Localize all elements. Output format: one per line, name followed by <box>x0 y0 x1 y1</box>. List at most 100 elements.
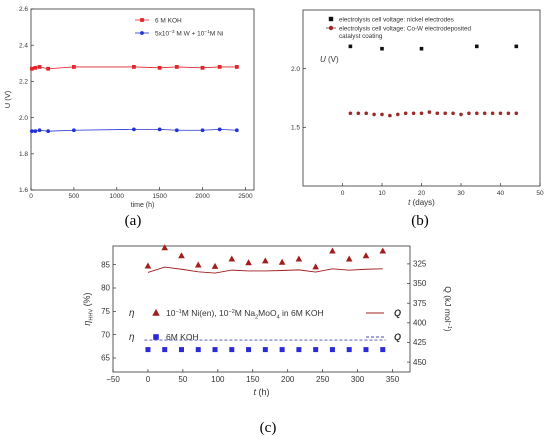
chart-c-legend-0-label: 10−1M Ni(en), 10−2M Na2MoO4 in 6M KOH <box>166 308 324 321</box>
chart-c-ytick-right-label: 425 <box>413 338 427 347</box>
chart-c-series-0-point <box>211 262 219 269</box>
panel-label-a: (a) <box>124 213 142 229</box>
chart-c-series-0-point <box>161 244 169 251</box>
chart-b-series-1-point <box>364 111 368 116</box>
chart-c-xtick-label: 250 <box>316 375 330 384</box>
chart-c-series-0-point <box>379 247 387 254</box>
chart-c-xtick-label: 150 <box>246 375 260 384</box>
chart-a-legend-1-label: 5x10−3 M W + 10−1M Ni <box>155 29 223 38</box>
chart-a-legend-0-marker <box>140 18 144 22</box>
chart-a-ytick-label: 2.0 <box>19 115 28 122</box>
chart-c-ytick-left-label: 70 <box>101 330 110 339</box>
chart-a-series-0-point <box>29 66 34 71</box>
chart-c-legend-0-marker <box>152 308 160 316</box>
chart-c-ylabel-right: Q (kJ mol−1) <box>443 286 453 332</box>
chart-a-series-1-point <box>174 128 179 133</box>
chart-a-series-0-point <box>37 65 42 69</box>
chart-a-xtick-label: 2500 <box>238 193 253 200</box>
chart-c-series-2-point <box>380 347 386 353</box>
chart-a-series-0-point <box>234 65 239 69</box>
chart-b-series-1-point <box>443 111 447 116</box>
chart-a-series-0-point <box>33 65 38 70</box>
chart-a-xtick-label: 2000 <box>195 193 210 200</box>
chart-c-ytick-left-label: 75 <box>101 307 110 316</box>
chart-a-legend-0-label: 6 M KOH <box>155 17 182 24</box>
chart-c-ytick-right-label: 375 <box>413 299 427 308</box>
chart-c-ytick-right-label: 450 <box>413 358 427 367</box>
chart-a-ytick-label: 1.6 <box>19 187 28 194</box>
chart-c-ylabel-left: ηHHV (%) <box>82 292 95 325</box>
chart-b-series-1-point <box>372 112 376 117</box>
chart-b-series-0-point <box>419 46 424 51</box>
chart-c-series-0-point <box>144 262 152 269</box>
chart-b-xtick-label: 0 <box>341 190 345 197</box>
chart-b-svg: 0 10 20 30 40 50 1.5 2.0 t (days) U (V) electrolys… <box>291 9 544 207</box>
chart-c-series-0-point <box>329 247 336 254</box>
chart-c-legend-0-symbol: η <box>129 308 135 319</box>
chart-c-series-2-point <box>296 347 302 353</box>
chart-a-series-1-point <box>234 128 239 133</box>
chart-a-series-1-point <box>33 129 38 134</box>
chart-b-series-1-point <box>348 111 353 116</box>
chart-b-series-1-point <box>427 110 432 114</box>
chart-a-series-0-point <box>46 66 51 71</box>
chart-a-svg: 0 500 1000 1500 2000 2500 1.6 1.8 2.0 2.2 2.4 2.6 ti… <box>3 6 255 209</box>
chart-b-series-0-point <box>475 44 479 49</box>
chart-c-xtick-label: 200 <box>281 375 295 384</box>
chart-b-xtick-label: 50 <box>536 190 544 197</box>
chart-a-series-0-point <box>157 65 162 70</box>
chart-c-legend-1-symbol: η <box>129 332 135 343</box>
chart-c-series-0-point <box>194 261 202 268</box>
chart-c-series-0-point <box>262 257 269 264</box>
chart-a-series-1-point <box>46 129 51 134</box>
chart-a-ylabel: U (V) <box>3 90 12 108</box>
chart-b-xtick-label: 40 <box>497 190 505 197</box>
chart-c-legend-0-line-label: Q <box>394 308 401 318</box>
chart-a-xtick-label: 0 <box>29 193 33 200</box>
chart-c-series-2-point <box>313 347 319 353</box>
chart-a-xtick-label: 1500 <box>152 193 167 200</box>
chart-c-series-2-point <box>246 347 252 353</box>
chart-b-series-1-point <box>419 111 424 116</box>
chart-a-ytick-label: 2.4 <box>19 42 28 49</box>
chart-b-series-1-point <box>482 111 487 116</box>
chart-c-series-2-point <box>195 347 201 353</box>
chart-b-series-1-point <box>451 111 455 116</box>
chart-b-series-1-point <box>514 111 519 116</box>
chart-b-xlabel: t (days) <box>408 198 435 207</box>
chart-c-series-0-point <box>345 255 353 262</box>
chart-a-series-1-point <box>157 127 162 132</box>
chart-c-xtick-label: 50 <box>178 375 187 384</box>
chart-b-series-0-point <box>514 44 519 49</box>
chart-c-series-2-point <box>229 347 235 353</box>
chart-b-legend-1-label-line2: catalyst coating <box>339 33 383 40</box>
chart-b-series-1-point <box>467 111 471 116</box>
chart-c-xtick-label: 0 <box>146 375 151 384</box>
chart-a-series-0-point <box>174 65 179 69</box>
chart-b-series-1-point <box>490 111 495 116</box>
chart-c-ytick-right-label: 325 <box>413 260 427 269</box>
chart-b-series-1-point <box>380 112 384 117</box>
chart-a-series-1-point <box>71 128 76 133</box>
chart-c-xlabel: t (h) <box>253 387 269 397</box>
chart-b-series-0-point <box>348 44 353 49</box>
chart-c-legend-1-label: 6M KOH <box>166 332 199 342</box>
panel-label-c: (c) <box>259 420 277 436</box>
chart-b-series-1-point <box>396 112 400 117</box>
chart-c-ytick-left-label: 65 <box>101 354 110 363</box>
chart-a-series-0-point <box>200 65 205 70</box>
chart-panel-c: −50 0 50 100 150 200 250 300 350 65 70 75 80 85 325 350… <box>0 240 550 444</box>
chart-c-series-0-point <box>312 263 319 270</box>
chart-c-xtick-label: −50 <box>106 375 120 384</box>
chart-c-frame <box>112 245 411 373</box>
chart-b-legend-1-marker <box>328 25 334 31</box>
chart-c-series-0-point <box>245 259 252 266</box>
chart-c-series-2-point <box>363 347 369 353</box>
chart-b-ylabel: U (V) <box>320 55 339 64</box>
chart-c-ytick-right-label: 400 <box>413 319 427 328</box>
chart-c-legend-1-line-label: Q <box>394 332 401 342</box>
chart-a-series-1-point <box>37 128 42 133</box>
chart-c-legend-1-marker <box>153 334 159 340</box>
chart-b-series-1-point <box>356 111 361 116</box>
chart-c-series-1-line <box>147 266 383 274</box>
